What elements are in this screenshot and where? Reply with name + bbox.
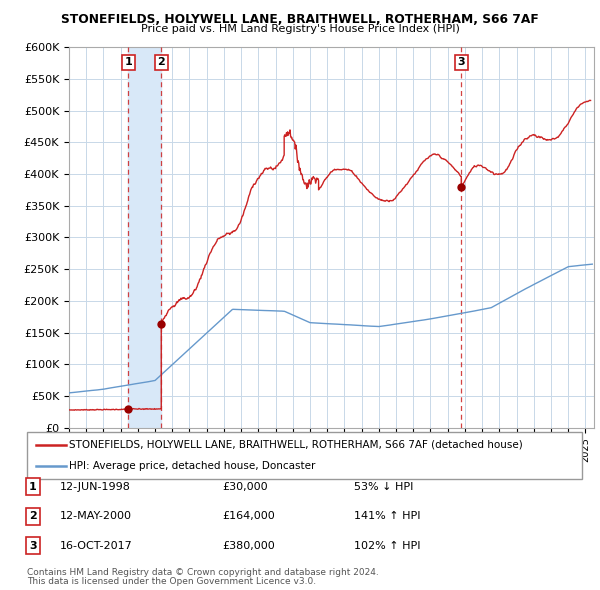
Text: HPI: Average price, detached house, Doncaster: HPI: Average price, detached house, Donc… [69, 461, 316, 471]
Text: 3: 3 [457, 57, 465, 67]
Text: 2: 2 [29, 512, 37, 521]
Text: 12-JUN-1998: 12-JUN-1998 [60, 482, 131, 491]
Text: 1: 1 [124, 57, 132, 67]
Text: STONEFIELDS, HOLYWELL LANE, BRAITHWELL, ROTHERHAM, S66 7AF: STONEFIELDS, HOLYWELL LANE, BRAITHWELL, … [61, 13, 539, 26]
Text: STONEFIELDS, HOLYWELL LANE, BRAITHWELL, ROTHERHAM, S66 7AF (detached house): STONEFIELDS, HOLYWELL LANE, BRAITHWELL, … [69, 440, 523, 450]
Text: 1: 1 [29, 482, 37, 491]
Text: 16-OCT-2017: 16-OCT-2017 [60, 541, 133, 550]
Text: 102% ↑ HPI: 102% ↑ HPI [354, 541, 421, 550]
Bar [128, 47, 161, 428]
Text: £164,000: £164,000 [222, 512, 275, 521]
Text: This data is licensed under the Open Government Licence v3.0.: This data is licensed under the Open Gov… [27, 577, 316, 586]
Text: £30,000: £30,000 [222, 482, 268, 491]
Text: 12-MAY-2000: 12-MAY-2000 [60, 512, 132, 521]
Text: Contains HM Land Registry data © Crown copyright and database right 2024.: Contains HM Land Registry data © Crown c… [27, 568, 379, 577]
Text: Price paid vs. HM Land Registry's House Price Index (HPI): Price paid vs. HM Land Registry's House … [140, 24, 460, 34]
Text: 141% ↑ HPI: 141% ↑ HPI [354, 512, 421, 521]
Text: £380,000: £380,000 [222, 541, 275, 550]
Text: 53% ↓ HPI: 53% ↓ HPI [354, 482, 413, 491]
Text: 3: 3 [29, 541, 37, 550]
Text: 2: 2 [157, 57, 165, 67]
